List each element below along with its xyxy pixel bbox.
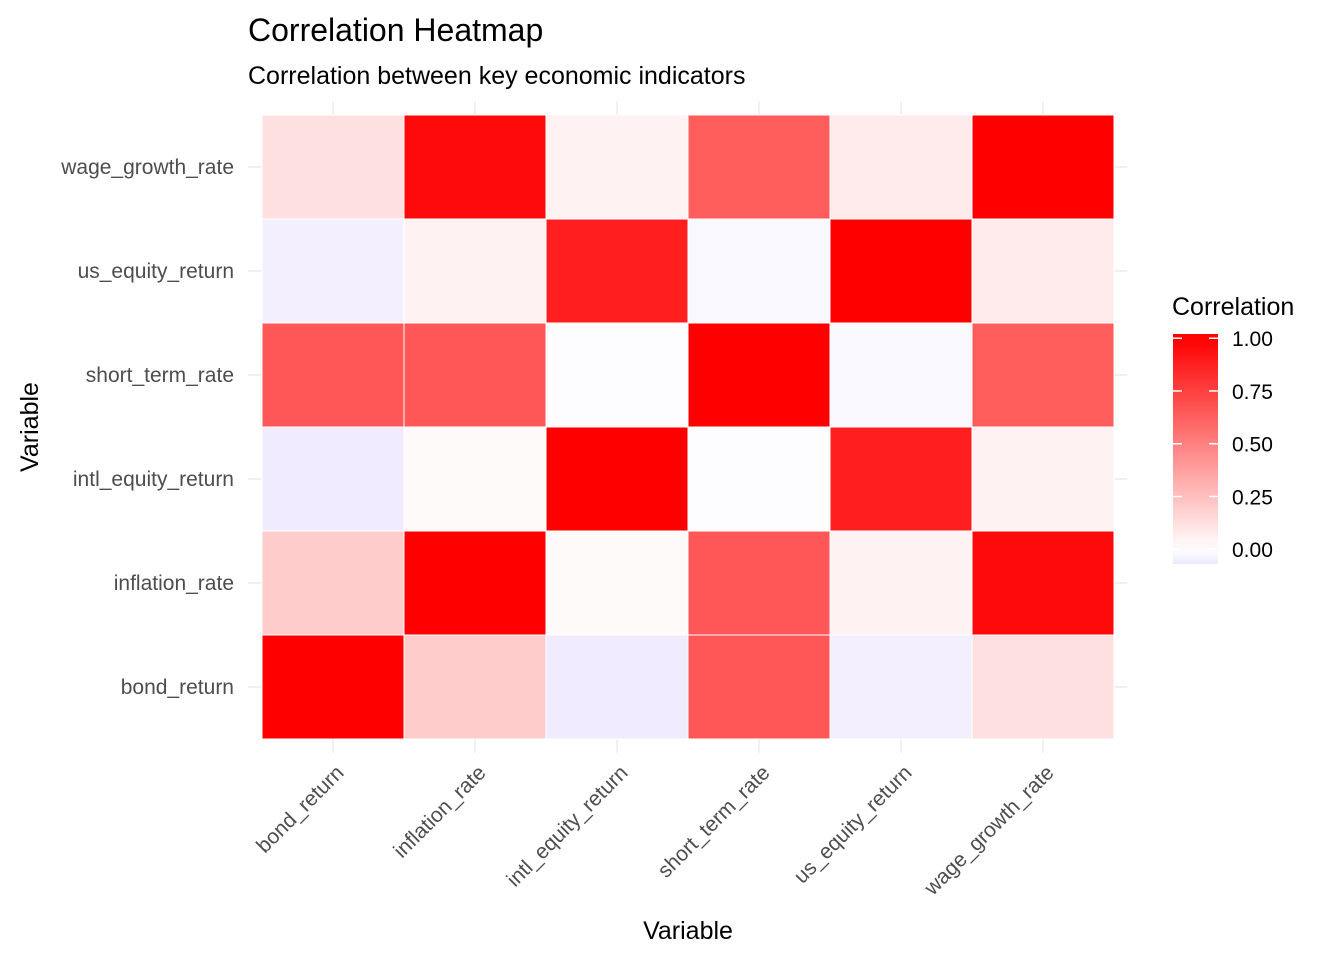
heatmap-cell xyxy=(545,426,689,532)
heatmap-cell xyxy=(687,426,831,532)
heatmap-cell xyxy=(545,322,689,428)
legend-tick-label: 0.75 xyxy=(1232,381,1273,404)
x-tick-label: us_equity_return xyxy=(790,761,917,888)
y-axis-title: Variable xyxy=(16,382,44,472)
heatmap-cell xyxy=(971,114,1115,220)
heatmap-cell xyxy=(829,634,973,740)
heatmap-cell xyxy=(545,114,689,220)
heatmap-cell xyxy=(687,218,831,324)
heatmap-cell xyxy=(545,218,689,324)
x-axis-title: Variable xyxy=(643,917,733,945)
chart-title: Correlation Heatmap xyxy=(248,12,543,48)
chart-subtitle: Correlation between key economic indicat… xyxy=(248,62,745,90)
color-legend: Correlation 1.00 0.75 0.50 0.25 0.00 xyxy=(1172,293,1294,564)
x-axis-ticks: bond_return inflation_rate intl_equity_ret… xyxy=(252,761,1058,900)
heatmap-cell xyxy=(971,218,1115,324)
legend-color-bar xyxy=(1173,334,1218,564)
heatmap-cell xyxy=(261,530,405,636)
heatmap-cell xyxy=(829,218,973,324)
legend-tick-label: 0.25 xyxy=(1232,486,1273,509)
x-tick-label: intl_equity_return xyxy=(502,761,632,891)
heatmap-cell xyxy=(403,426,547,532)
heatmap-cell xyxy=(403,530,547,636)
legend-tick-label: 0.50 xyxy=(1232,434,1273,457)
heatmap-cell xyxy=(261,114,405,220)
y-tick-label: wage_growth_rate xyxy=(60,156,234,179)
heatmap-cell xyxy=(261,426,405,532)
legend-tick-label: 1.00 xyxy=(1232,328,1273,351)
heatmap-cell xyxy=(545,530,689,636)
heatmap-cell xyxy=(403,114,547,220)
y-tick-label: intl_equity_return xyxy=(73,468,234,491)
heatmap-cell xyxy=(971,322,1115,428)
heatmap-cell xyxy=(971,530,1115,636)
x-tick-label: wage_growth_rate xyxy=(919,761,1058,900)
heatmap-cell xyxy=(261,634,405,740)
heatmap-cell xyxy=(687,530,831,636)
heatmap-cell xyxy=(829,114,973,220)
heatmap-cell xyxy=(687,322,831,428)
y-tick-label: short_term_rate xyxy=(86,364,234,387)
heatmap-cell xyxy=(403,634,547,740)
y-tick-label: inflation_rate xyxy=(114,572,234,595)
legend-tick-label: 0.00 xyxy=(1232,539,1273,562)
heatmap-cell xyxy=(403,322,547,428)
heatmap-cell xyxy=(403,218,547,324)
heatmap-cell xyxy=(829,530,973,636)
heatmap-cell xyxy=(261,322,405,428)
x-tick-label: bond_return xyxy=(252,761,348,857)
heatmap-cell xyxy=(687,114,831,220)
x-tick-label: inflation_rate xyxy=(389,761,490,862)
heatmap-cell xyxy=(687,634,831,740)
heatmap-cell xyxy=(971,426,1115,532)
heatmap-cell xyxy=(829,426,973,532)
heatmap-cells xyxy=(261,114,1115,740)
y-tick-label: bond_return xyxy=(121,676,234,699)
y-tick-label: us_equity_return xyxy=(78,260,234,283)
heatmap-cell xyxy=(261,218,405,324)
y-axis-ticks: bond_return inflation_rate intl_equity_ret… xyxy=(60,156,234,699)
heatmap-cell xyxy=(829,322,973,428)
x-tick-label: short_term_rate xyxy=(653,761,774,882)
legend-title: Correlation xyxy=(1172,293,1294,321)
heatmap-cell xyxy=(545,634,689,740)
heatmap-cell xyxy=(971,634,1115,740)
